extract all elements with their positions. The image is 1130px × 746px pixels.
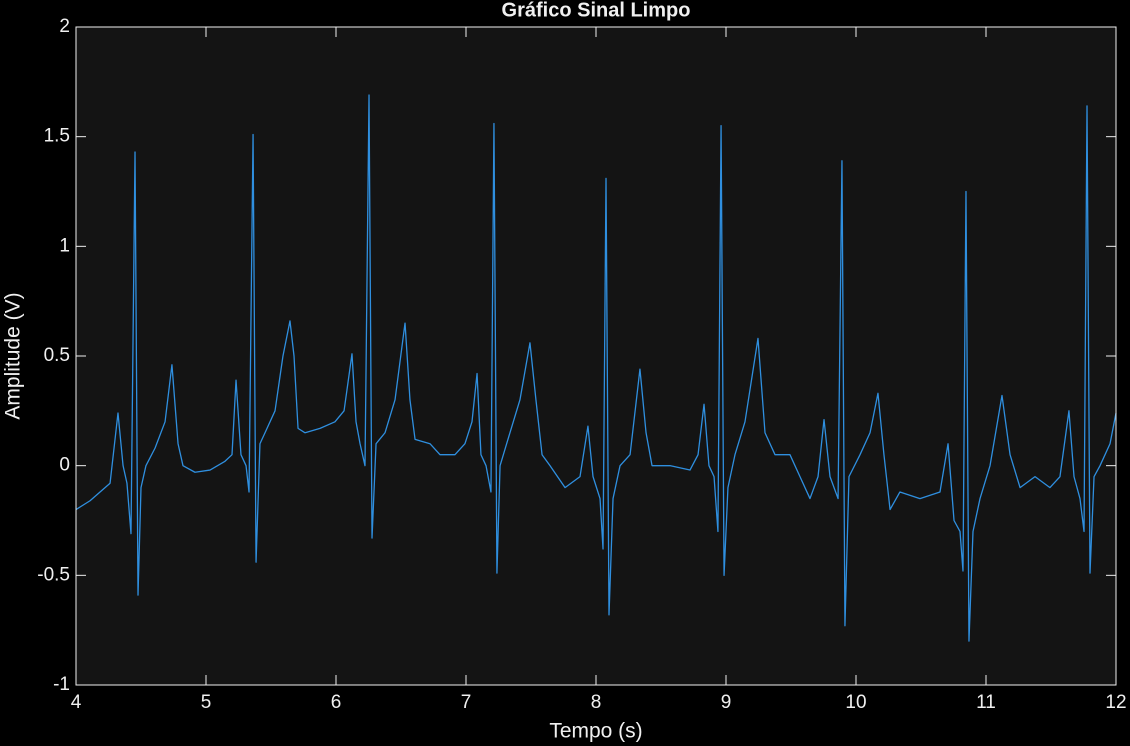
y-tick-label: 1: [59, 235, 70, 256]
x-tick-label: 6: [331, 692, 342, 713]
x-tick-label: 9: [721, 692, 732, 713]
x-tick-label: 10: [845, 692, 866, 713]
y-tick-label: 1.5: [44, 126, 70, 147]
plot-area: [76, 27, 1116, 685]
y-axis-label: Amplitude (V): [2, 292, 25, 419]
y-tick-label: -1: [53, 674, 70, 695]
x-tick-label: 12: [1105, 692, 1126, 713]
signal-line: [75, 94, 1117, 642]
x-tick-label: 4: [71, 692, 82, 713]
y-tick-label: 0: [59, 455, 70, 476]
y-tick-label: 0.5: [44, 345, 70, 366]
y-tick-label: -0.5: [37, 564, 70, 585]
x-tick-label: 5: [201, 692, 212, 713]
x-tick-label: 8: [591, 692, 602, 713]
x-tick-label: 11: [976, 692, 996, 713]
x-tick-label: 7: [461, 692, 472, 713]
y-tick-label: 2: [59, 16, 70, 37]
axes-box: [75, 26, 1117, 686]
chart-title: Gráfico Sinal Limpo: [502, 0, 691, 21]
x-axis-label: Tempo (s): [549, 720, 642, 743]
